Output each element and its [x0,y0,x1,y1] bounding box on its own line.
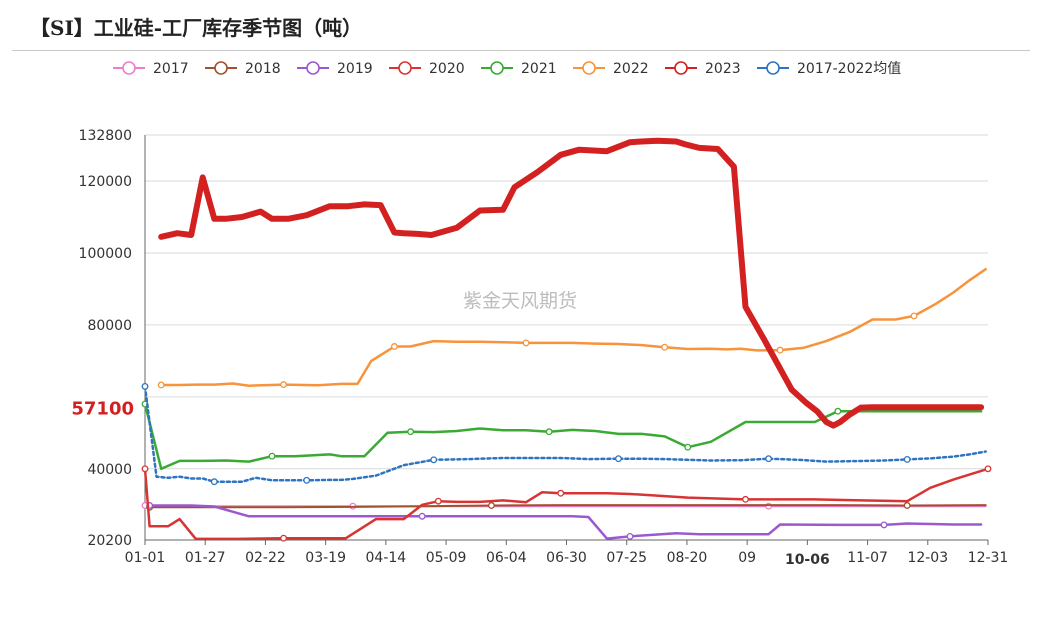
legend-label: 2017 [153,61,189,77]
legend-label: 2018 [245,61,281,77]
axes [144,135,989,545]
legend-swatch-marker [490,61,504,75]
series-point [210,478,218,486]
series-point [910,312,918,320]
series-point [430,456,438,464]
y-tick-label: 80000 [87,318,132,334]
legend-swatch-marker [122,61,136,75]
legend-item-2023[interactable]: 2023 [665,61,741,77]
legend-item-2019[interactable]: 2019 [297,61,373,77]
series-point [776,346,784,354]
x-tick-label: 05-09 [426,550,467,566]
legend-swatch-marker [306,61,320,75]
x-tick-label: 06-30 [546,550,587,566]
legend-item-2017-2022均值[interactable]: 2017-2022均值 [757,61,901,77]
series-point [626,532,634,540]
series-point [522,339,530,347]
x-tick-label: 07-25 [606,550,647,566]
legend-swatch-marker [766,61,780,75]
series-point [280,534,288,542]
series-point [157,381,165,389]
legend-item-2021[interactable]: 2021 [481,61,557,77]
series-point [903,455,911,463]
y-tick-label: 120000 [79,174,132,190]
x-tick-label: 06-04 [486,550,527,566]
legend-swatch-marker [582,61,596,75]
legend-label: 2023 [705,61,741,77]
legend-item-2017[interactable]: 2017 [113,61,189,77]
legend-swatch-marker [398,61,412,75]
x-tick-label: 01-01 [125,550,166,566]
chart-title: 【SI】工业硅-工厂库存季节图（吨） [30,16,363,40]
legend-item-2020[interactable]: 2020 [389,61,465,77]
series-point [268,452,276,460]
y-tick-label: 132800 [79,128,132,144]
legend-label: 2021 [521,61,557,77]
x-tick-label: 09 [738,550,756,566]
series-point [684,443,692,451]
y-tick-label: 40000 [87,462,132,478]
series-line-2023 [158,137,985,429]
x-tick-label: 02-22 [245,550,286,566]
y-tick-label: 20200 [87,533,132,549]
legend-item-2022[interactable]: 2022 [573,61,649,77]
series-point [765,455,773,463]
series-point [141,382,149,390]
series-point [984,465,992,473]
series-line-2020 [143,467,990,541]
series-point [903,502,911,509]
x-tick-label: 12-03 [907,550,948,566]
x-tick-label: 01-27 [185,550,226,566]
legend: 2017 2018 2019 2020 2021 2022 2023 2017-2022均值 [113,61,901,77]
series-point [280,381,288,389]
series-point [615,455,622,463]
legend-swatch-marker [674,61,688,75]
legend-label: 2019 [337,61,373,77]
x-tick-label: 12-31 [968,550,1009,566]
legend-label: 2022 [613,61,649,77]
tick-labels: 20200 40000 80000 100000 120000 132800 57100 01… [71,128,1008,568]
series-point [434,497,442,505]
title-divider [12,50,1030,51]
highlight-y-label: 57100 [71,398,134,419]
series-line-2021 [143,402,983,471]
legend-label: 2017-2022均值 [797,61,901,77]
series-point [407,428,415,436]
series-point [303,476,311,484]
series-point [390,343,398,350]
series-group [141,137,992,542]
series-line-2019 [148,504,983,540]
series-point [834,407,842,415]
x-tick-label: 03-19 [305,550,346,566]
y-tick-label: 100000 [79,246,132,262]
x-tick-label: 08-20 [667,550,708,566]
x-tick-label: 04-14 [366,550,407,566]
legend-item-2018[interactable]: 2018 [205,61,281,77]
x-tick-label: 11-07 [847,550,888,566]
watermark-text: 紫金天风期货 [463,290,577,312]
series-line-2022 [159,267,987,387]
series-point [418,512,426,520]
series-line-2018 [148,504,987,509]
series-point [557,489,565,497]
series-point [141,465,149,473]
legend-swatch-marker [214,61,228,75]
series-point [545,428,553,436]
series-point [487,502,495,509]
series-point [880,521,888,529]
series-point [661,343,669,351]
y-gridlines [145,134,988,470]
x-tick-label: 10-06 [785,552,830,568]
legend-label: 2020 [429,61,465,77]
series-line-2017-2022均值 [143,385,987,483]
series-point [742,495,749,503]
